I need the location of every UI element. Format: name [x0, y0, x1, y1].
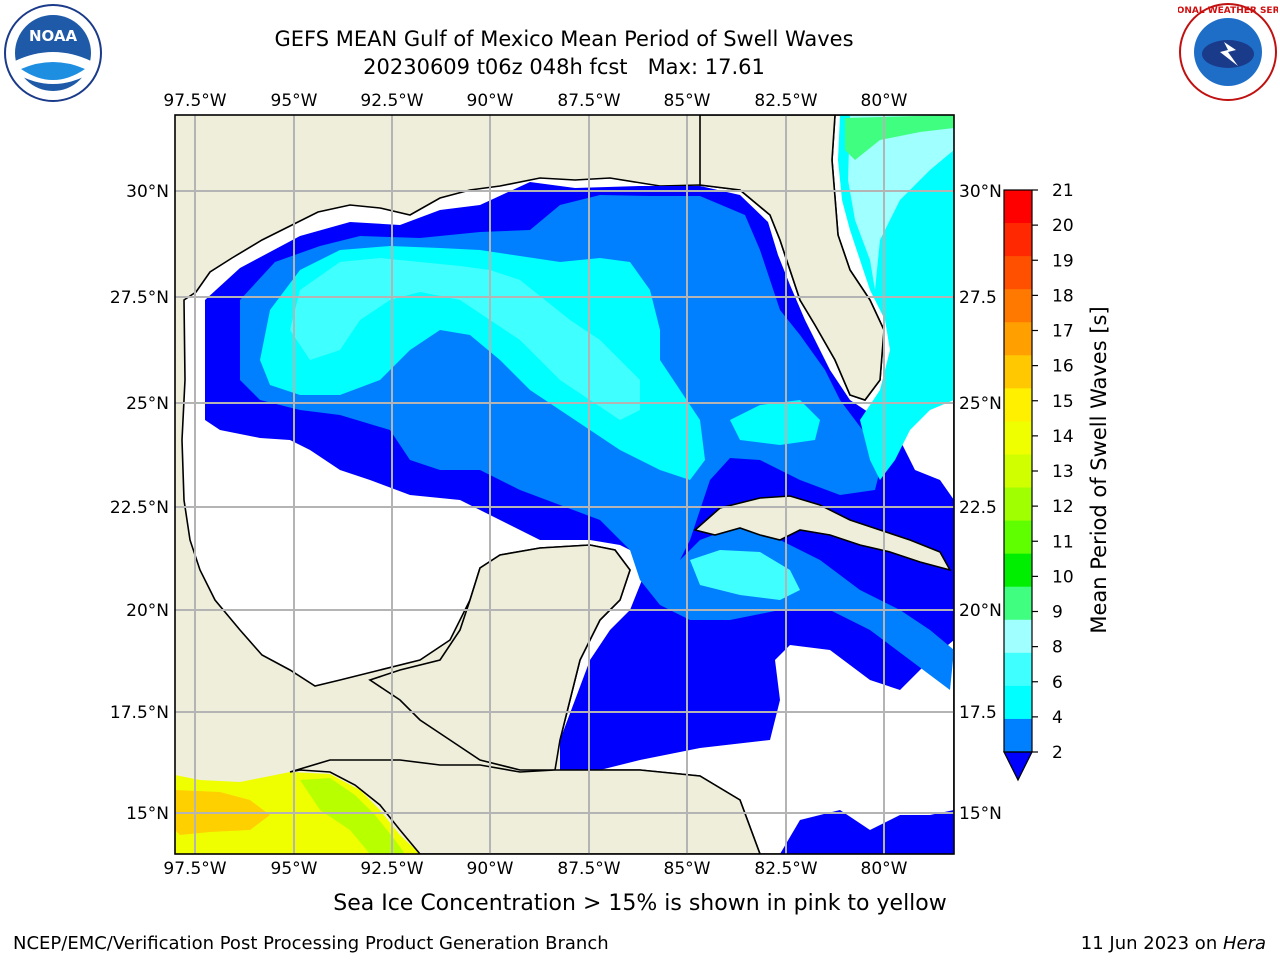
lat-label: 17.5	[959, 703, 997, 723]
swell-band-caribbean-blue	[780, 810, 954, 854]
central-america-land	[289, 759, 761, 854]
colorbar-swatch	[1004, 421, 1032, 455]
lon-label: 80°W	[861, 859, 908, 879]
swell-band-caribbean-light	[730, 400, 820, 445]
chart-subtitle: 20230609 t06z 048h fcst Max: 17.61	[363, 55, 765, 79]
lon-label: 95°W	[271, 91, 318, 111]
footer-date: 11 Jun 2023 on Hera	[1081, 933, 1266, 954]
lat-label: 30°N	[126, 182, 169, 202]
nws-logo-text: NATIONAL WEATHER SERVICE	[1178, 6, 1278, 16]
footer-branch: NCEP/EMC/Verification Post Processing Pr…	[13, 933, 609, 954]
colorbar-swatch	[1004, 223, 1032, 257]
colorbar: 21 20 19 18 17 16 15 14 13 12 11 10 9 8 6 4 2	[1003, 181, 1074, 782]
lon-label: 90°W	[467, 859, 514, 879]
lat-label: 22.5	[959, 498, 997, 518]
colorbar-tick-label: 9	[1052, 603, 1063, 623]
lon-label: 82.5°W	[754, 859, 817, 879]
nws-logo: NATIONAL WEATHER SERVICE	[1178, 3, 1278, 101]
colorbar-swatch	[1004, 487, 1032, 522]
colorbar-tick-label: 21	[1052, 181, 1074, 201]
colorbar-extend-triangle	[1003, 751, 1033, 782]
florida-land	[699, 115, 885, 401]
footer-date-text: 11 Jun 2023 on	[1080, 933, 1223, 954]
colorbar-swatch	[1004, 190, 1032, 224]
lon-label: 92.5°W	[360, 91, 423, 111]
lon-label: 87.5°W	[557, 859, 620, 879]
colorbar-tick-label: 18	[1052, 286, 1074, 306]
colorbar-tick-label: 2	[1052, 743, 1063, 763]
pacific-region-green	[300, 778, 405, 854]
colorbar-swatch	[1004, 652, 1032, 687]
colorbar-tick-label: 14	[1052, 427, 1074, 447]
colorbar-tick-label: 8	[1052, 638, 1063, 658]
lat-labels-left: 30°N 27.5°N 25°N 22.5°N 20°N 17.5°N 15°N	[110, 182, 169, 824]
colorbar-swatch	[1004, 685, 1032, 720]
lon-label: 85°W	[664, 859, 711, 879]
yucatan-land	[368, 544, 631, 771]
colorbar-tick-label: 11	[1052, 532, 1074, 552]
lon-label: 82.5°W	[754, 91, 817, 111]
footer-host: Hera	[1222, 933, 1266, 954]
lon-label: 85°W	[664, 91, 711, 111]
lon-label: 97.5°W	[163, 859, 226, 879]
colorbar-swatch	[1004, 289, 1032, 323]
lat-label: 27.5	[959, 288, 997, 308]
colorbar-tick-label: 19	[1052, 251, 1074, 271]
colorbar-tick-label: 10	[1052, 567, 1074, 587]
colorbar-swatch	[1004, 355, 1032, 389]
colorbar-swatch	[1004, 322, 1032, 356]
lat-label: 17.5°N	[110, 703, 169, 723]
lon-label: 92.5°W	[360, 859, 423, 879]
colorbar-swatch	[1004, 256, 1032, 290]
colorbar-tick-label: 17	[1052, 322, 1074, 342]
lat-label: 15°N	[959, 804, 1002, 824]
lon-label: 87.5°W	[557, 91, 620, 111]
lon-label: 90°W	[467, 91, 514, 111]
lat-labels-right: 30°N 27.5 25°N 22.5 20°N 17.5 15°N	[959, 182, 1002, 824]
colorbar-tick-label: 4	[1052, 708, 1063, 728]
colorbar-swatch	[1004, 553, 1032, 588]
noaa-logo-text: NOAA	[29, 27, 78, 45]
lon-label: 95°W	[271, 859, 318, 879]
colorbar-label: Mean Period of Swell Waves [s]	[1087, 306, 1111, 633]
cuba-land	[693, 495, 952, 572]
colorbar-swatch	[1004, 718, 1032, 753]
colorbar-tick-label: 20	[1052, 216, 1074, 236]
map-frame	[174, 114, 955, 855]
chart-title: GEFS MEAN Gulf of Mexico Mean Period of …	[274, 27, 854, 51]
colorbar-swatch	[1004, 454, 1032, 489]
swell-band-caribbean-cyan	[690, 550, 800, 600]
lat-label: 20°N	[959, 601, 1002, 621]
colorbar-swatch	[1004, 388, 1032, 422]
lat-label: 15°N	[126, 804, 169, 824]
colorbar-tick-label: 13	[1052, 462, 1074, 482]
lat-label: 25°N	[126, 394, 169, 414]
sea-ice-note: Sea Ice Concentration > 15% is shown in …	[333, 891, 947, 916]
grid-lines	[175, 115, 954, 854]
lat-label: 22.5°N	[110, 498, 169, 518]
lat-label: 30°N	[959, 182, 1002, 202]
lat-label: 20°N	[126, 601, 169, 621]
colorbar-swatch	[1004, 619, 1032, 654]
swell-band-atlantic-green	[845, 115, 954, 160]
colorbar-swatch	[1004, 520, 1032, 555]
lon-label: 80°W	[861, 91, 908, 111]
swell-band-atlantic-light	[848, 115, 954, 290]
colorbar-tick-label: 6	[1052, 673, 1063, 693]
colorbar-swatch	[1004, 586, 1032, 621]
lat-label: 25°N	[959, 394, 1002, 414]
colorbar-tick-label: 15	[1052, 392, 1074, 412]
colorbar-tick-label: 16	[1052, 357, 1074, 377]
lon-label: 97.5°W	[163, 91, 226, 111]
colorbar-tick-label: 12	[1052, 497, 1074, 517]
lon-labels-top: 97.5°W 95°W 92.5°W 90°W 87.5°W 85°W 82.5…	[163, 91, 907, 111]
noaa-logo: NOAA	[4, 4, 102, 102]
lat-label: 27.5°N	[110, 288, 169, 308]
lon-labels-bottom: 97.5°W 95°W 92.5°W 90°W 87.5°W 85°W 82.5…	[163, 859, 907, 879]
swell-band-light-cyan	[290, 258, 640, 420]
